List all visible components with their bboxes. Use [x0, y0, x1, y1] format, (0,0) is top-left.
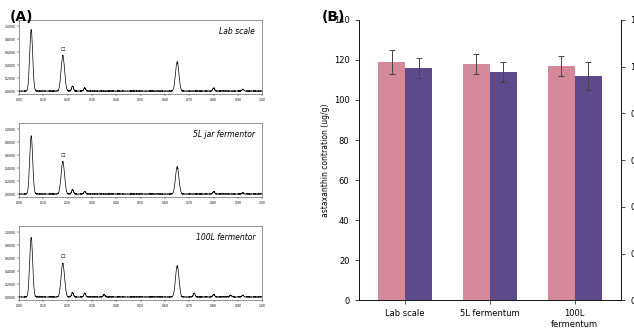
Text: ☐: ☐ [61, 254, 65, 259]
Text: 5L jar fermentor: 5L jar fermentor [193, 130, 255, 139]
Bar [463, 64, 490, 300]
Bar [548, 66, 574, 300]
Text: 100L fermentor: 100L fermentor [195, 233, 255, 242]
Text: (A): (A) [10, 10, 33, 24]
Bar [405, 68, 432, 300]
Text: Lab scale: Lab scale [219, 27, 255, 36]
Bar [378, 62, 405, 300]
Bar [574, 76, 602, 300]
Text: (B): (B) [322, 10, 346, 24]
Text: ☐: ☐ [61, 47, 65, 51]
Text: ☐: ☐ [61, 153, 65, 158]
Bar [490, 72, 517, 300]
Y-axis label: astaxanthin contration (ug/g): astaxanthin contration (ug/g) [321, 103, 330, 217]
